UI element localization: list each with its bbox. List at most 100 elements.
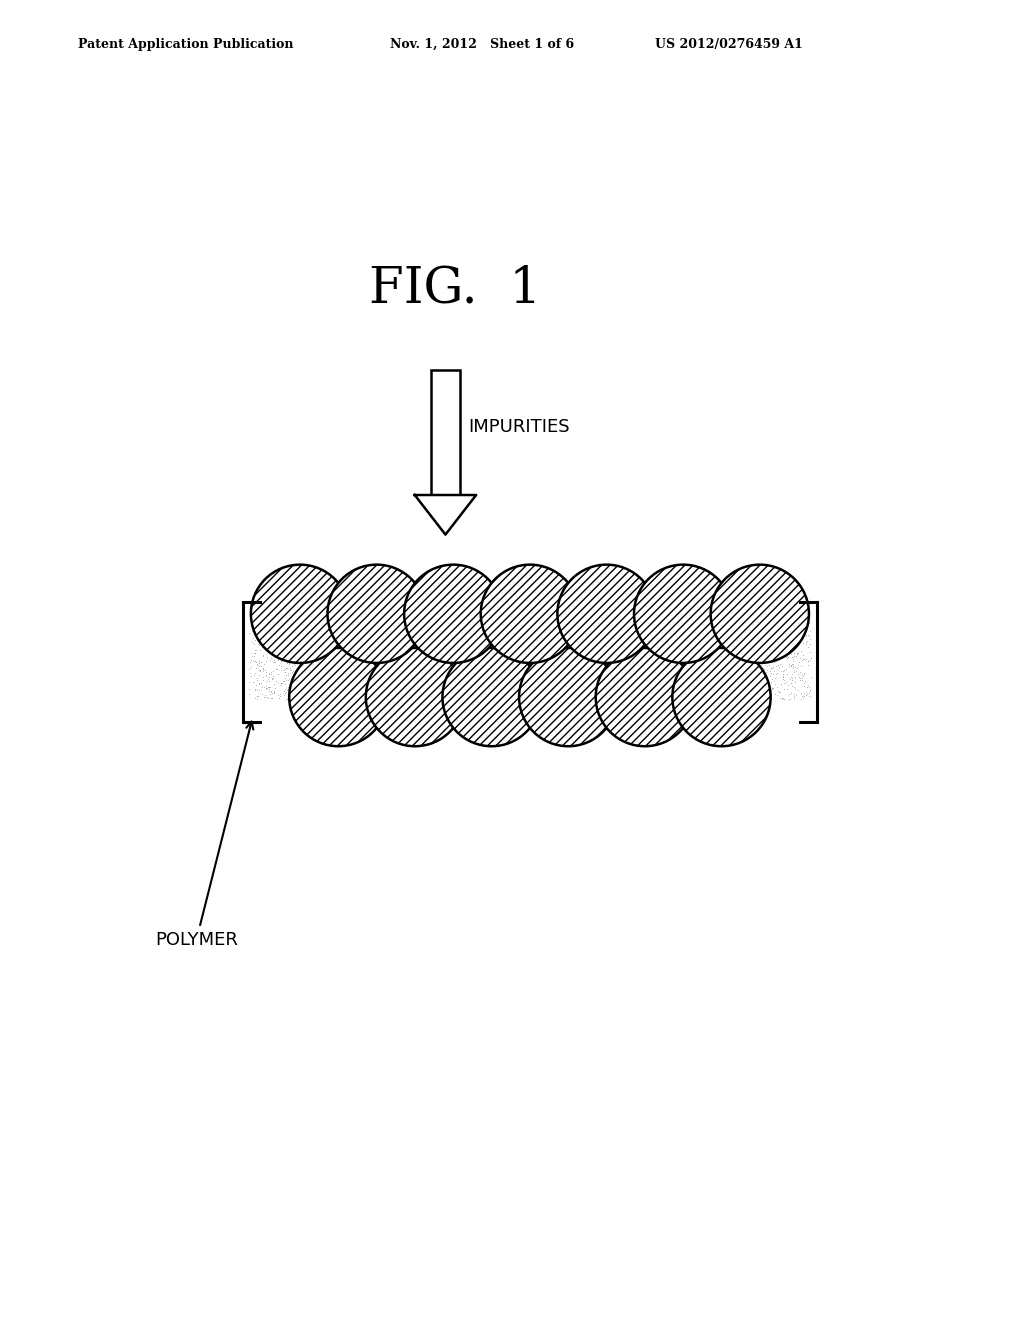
Point bbox=[535, 614, 551, 635]
Point bbox=[757, 640, 773, 661]
Point bbox=[682, 678, 698, 700]
Point bbox=[707, 616, 723, 638]
Point bbox=[648, 685, 665, 706]
Point bbox=[447, 651, 464, 672]
Point bbox=[586, 686, 602, 708]
Point bbox=[651, 649, 668, 671]
Point bbox=[398, 649, 415, 671]
Point bbox=[253, 655, 269, 676]
Point bbox=[442, 652, 459, 673]
Point bbox=[297, 655, 313, 676]
Point bbox=[551, 653, 567, 675]
Point bbox=[379, 610, 395, 631]
Point bbox=[301, 632, 317, 653]
Point bbox=[652, 618, 669, 639]
Point bbox=[490, 663, 507, 684]
Point bbox=[291, 663, 307, 684]
Point bbox=[730, 607, 746, 628]
Point bbox=[714, 663, 730, 684]
Point bbox=[794, 669, 810, 690]
Point bbox=[382, 655, 398, 676]
Point bbox=[579, 616, 595, 638]
Point bbox=[660, 686, 677, 708]
Point bbox=[601, 686, 617, 708]
Point bbox=[758, 624, 774, 645]
Point bbox=[279, 620, 295, 642]
Point bbox=[742, 609, 759, 630]
Point bbox=[394, 616, 411, 638]
Point bbox=[527, 635, 544, 656]
Point bbox=[324, 678, 340, 700]
Point bbox=[783, 622, 800, 643]
Point bbox=[282, 647, 298, 668]
Point bbox=[333, 657, 349, 678]
Point bbox=[588, 657, 604, 678]
Point bbox=[625, 618, 641, 639]
Point bbox=[262, 603, 279, 624]
Point bbox=[355, 618, 372, 639]
Point bbox=[761, 655, 777, 676]
Point bbox=[296, 681, 312, 702]
Point bbox=[637, 664, 653, 685]
Point bbox=[569, 626, 586, 647]
Point bbox=[397, 667, 414, 688]
Point bbox=[379, 622, 395, 643]
Point bbox=[396, 624, 413, 645]
Point bbox=[350, 632, 367, 653]
Point bbox=[635, 631, 651, 652]
Point bbox=[706, 659, 722, 680]
Point bbox=[290, 628, 306, 649]
Point bbox=[801, 676, 817, 697]
Point bbox=[759, 620, 775, 642]
Point bbox=[679, 667, 695, 688]
Point bbox=[305, 618, 322, 639]
Point bbox=[752, 638, 768, 659]
Point bbox=[399, 669, 416, 690]
Point bbox=[692, 632, 709, 653]
Point bbox=[685, 644, 701, 665]
Point bbox=[574, 612, 591, 634]
Point bbox=[343, 648, 359, 669]
Point bbox=[706, 661, 722, 682]
Point bbox=[264, 622, 281, 643]
Point bbox=[251, 620, 267, 642]
Point bbox=[380, 615, 396, 636]
Point bbox=[288, 607, 304, 628]
Point bbox=[676, 623, 692, 644]
Point bbox=[755, 657, 771, 678]
Point bbox=[655, 611, 672, 632]
Point bbox=[272, 642, 289, 663]
Point bbox=[782, 618, 799, 639]
Point bbox=[689, 638, 706, 659]
Point bbox=[424, 668, 440, 689]
Point bbox=[485, 663, 502, 684]
Point bbox=[633, 615, 649, 636]
Point bbox=[433, 668, 450, 689]
Point bbox=[712, 627, 728, 648]
Point bbox=[541, 616, 557, 638]
Point bbox=[630, 655, 646, 676]
Point bbox=[794, 603, 810, 624]
Point bbox=[689, 632, 706, 653]
Point bbox=[582, 642, 598, 663]
Point bbox=[739, 659, 756, 680]
Point bbox=[355, 618, 372, 639]
Point bbox=[274, 610, 291, 631]
Point bbox=[795, 626, 811, 647]
Point bbox=[339, 631, 355, 652]
Point bbox=[782, 636, 799, 657]
Point bbox=[272, 672, 289, 693]
Point bbox=[732, 605, 749, 626]
Point bbox=[473, 664, 489, 685]
Point bbox=[444, 626, 461, 647]
Point bbox=[436, 663, 453, 684]
Point bbox=[458, 630, 474, 651]
Point bbox=[652, 616, 669, 638]
Point bbox=[447, 643, 464, 664]
Point bbox=[380, 671, 396, 692]
Point bbox=[246, 622, 262, 643]
Point bbox=[755, 671, 771, 692]
Point bbox=[613, 660, 630, 681]
Point bbox=[756, 638, 772, 659]
Point bbox=[762, 636, 778, 657]
